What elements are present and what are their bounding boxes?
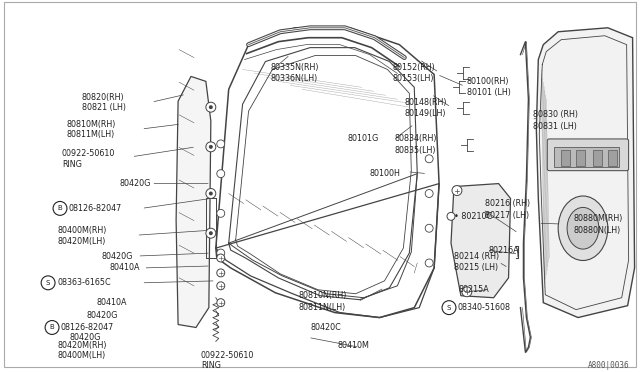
Circle shape	[452, 186, 462, 196]
Text: 80811M(LH): 80811M(LH)	[67, 131, 115, 140]
Circle shape	[209, 145, 213, 149]
Text: RING: RING	[62, 160, 82, 169]
Text: 80153(LH): 80153(LH)	[392, 74, 434, 83]
Text: 80420M(LH): 80420M(LH)	[57, 237, 106, 246]
Circle shape	[217, 254, 225, 262]
Text: 80101G: 80101G	[348, 134, 379, 144]
Text: 80811N(LH): 80811N(LH)	[298, 303, 346, 312]
Text: 80834(RH): 80834(RH)	[394, 134, 437, 144]
Circle shape	[45, 321, 59, 334]
Text: 80216 (RH): 80216 (RH)	[484, 199, 530, 208]
Text: 80400M(LH): 80400M(LH)	[57, 351, 105, 360]
Polygon shape	[176, 76, 211, 327]
Text: A800|0036: A800|0036	[588, 361, 630, 370]
Text: 80216A: 80216A	[489, 246, 519, 254]
Text: S: S	[447, 305, 451, 311]
Polygon shape	[451, 184, 511, 298]
Circle shape	[217, 170, 225, 178]
Text: 80336N(LH): 80336N(LH)	[270, 74, 317, 83]
Text: 08340-51608: 08340-51608	[458, 303, 511, 312]
Circle shape	[206, 228, 216, 238]
Circle shape	[425, 259, 433, 267]
Text: 80420G: 80420G	[102, 251, 133, 260]
Text: 80830 (RH): 80830 (RH)	[533, 110, 579, 119]
Text: 80215A: 80215A	[459, 285, 490, 294]
Ellipse shape	[567, 208, 599, 249]
Text: 80214 (RH): 80214 (RH)	[454, 251, 499, 260]
Text: 80215 (LH): 80215 (LH)	[454, 263, 498, 272]
Circle shape	[217, 299, 225, 307]
Circle shape	[425, 190, 433, 198]
Circle shape	[217, 249, 225, 257]
Circle shape	[442, 301, 456, 315]
Circle shape	[425, 155, 433, 163]
Bar	[608, 150, 617, 166]
Text: 80420M(RH): 80420M(RH)	[57, 341, 106, 350]
Text: 80410A: 80410A	[109, 263, 140, 272]
Text: 00922-50610: 00922-50610	[62, 149, 115, 158]
Ellipse shape	[558, 196, 608, 260]
Text: 80400M(RH): 80400M(RH)	[57, 226, 106, 235]
Text: 80148(RH): 80148(RH)	[404, 98, 447, 107]
Circle shape	[209, 231, 213, 235]
Text: 80420G: 80420G	[87, 311, 118, 320]
Bar	[554, 147, 619, 167]
Circle shape	[217, 140, 225, 148]
Text: 08363-6165C: 08363-6165C	[57, 278, 111, 287]
Text: 80335N(RH): 80335N(RH)	[270, 63, 319, 72]
Text: • 80210C: • 80210C	[454, 212, 492, 221]
Text: B: B	[50, 324, 54, 330]
Circle shape	[209, 192, 213, 196]
Circle shape	[447, 212, 455, 220]
Text: 80101 (LH): 80101 (LH)	[467, 88, 511, 97]
Text: 80100(RH): 80100(RH)	[467, 77, 509, 86]
Polygon shape	[536, 28, 635, 318]
Text: 80835(LH): 80835(LH)	[394, 146, 436, 155]
Text: 80880N(LH): 80880N(LH)	[573, 226, 620, 235]
Circle shape	[217, 282, 225, 290]
Text: 80410M: 80410M	[338, 341, 370, 350]
Text: 08126-82047: 08126-82047	[69, 204, 122, 213]
Text: S: S	[46, 280, 51, 286]
Circle shape	[425, 224, 433, 232]
FancyBboxPatch shape	[547, 139, 628, 171]
Circle shape	[217, 269, 225, 277]
Text: 80820(RH): 80820(RH)	[82, 93, 124, 102]
Bar	[593, 150, 602, 166]
Circle shape	[53, 202, 67, 215]
Text: 80410A: 80410A	[97, 298, 127, 307]
Circle shape	[209, 105, 213, 109]
Text: B: B	[58, 205, 62, 211]
Text: 80880M(RH): 80880M(RH)	[573, 214, 623, 223]
Circle shape	[206, 102, 216, 112]
Circle shape	[41, 276, 55, 290]
Circle shape	[217, 209, 225, 217]
Text: 80149(LH): 80149(LH)	[404, 109, 446, 118]
Text: 08126-82047: 08126-82047	[61, 323, 115, 332]
Text: 80420C: 80420C	[310, 323, 341, 332]
Text: 80810N(RH): 80810N(RH)	[298, 291, 346, 300]
Bar	[561, 150, 570, 166]
Circle shape	[206, 189, 216, 199]
Text: 80420G: 80420G	[120, 179, 151, 188]
Text: 80217 (LH): 80217 (LH)	[484, 211, 529, 220]
Text: 80152(RH): 80152(RH)	[392, 63, 435, 72]
Text: 80100H: 80100H	[370, 169, 401, 178]
Text: 80821 (LH): 80821 (LH)	[82, 103, 126, 112]
Text: 80420G: 80420G	[70, 333, 101, 342]
Bar	[576, 150, 585, 166]
Circle shape	[462, 287, 472, 297]
Text: RING: RING	[201, 361, 221, 370]
Text: 80831 (LH): 80831 (LH)	[533, 122, 577, 131]
Circle shape	[206, 142, 216, 152]
Text: 00922-50610: 00922-50610	[201, 351, 254, 360]
Text: 80810M(RH): 80810M(RH)	[67, 119, 116, 129]
